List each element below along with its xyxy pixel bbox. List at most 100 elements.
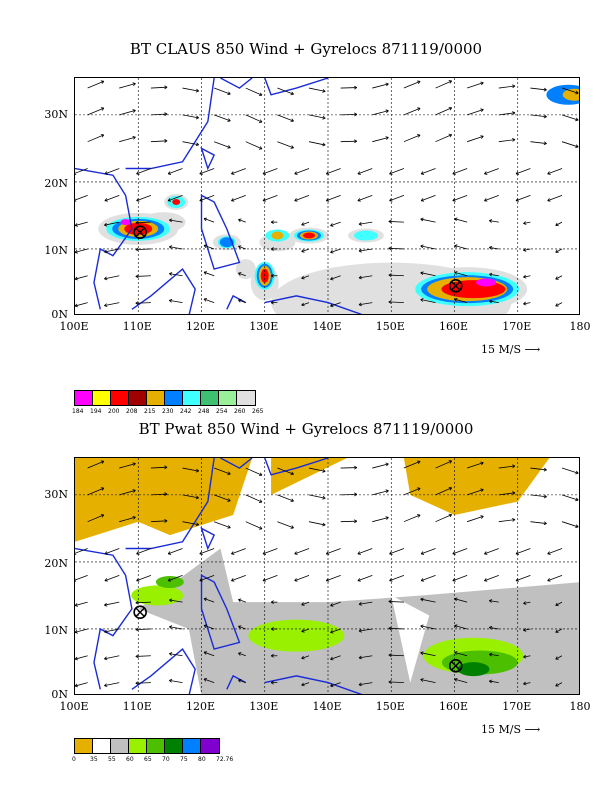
x-axis-label: 100E [59,320,89,333]
wind-vector [245,141,263,150]
wind-vector [489,679,499,684]
wind-vector [484,548,499,555]
wind-vector [523,301,531,306]
wind-vector [75,168,88,175]
wind-vector [262,574,278,582]
wind-vector [452,168,468,175]
coastline [125,458,215,550]
wind-vector [87,107,105,116]
colorbar-tick-label: 0 [72,756,76,763]
wind-vector [214,521,231,529]
wind-vector [489,625,499,630]
wind-vector [555,601,563,607]
colorbar-swatch [75,391,93,405]
wind-vector [199,194,215,202]
wind-vector [403,134,421,143]
wind-vector [547,574,563,582]
wind-vector [87,487,105,496]
colorbar-tick-label: 200 [108,408,120,415]
wind-vector [530,114,547,119]
wind-vector [547,168,563,175]
wind-vector [358,682,373,687]
wind-vector [104,221,120,227]
colorbar-swatch [165,391,183,405]
wind-vector [489,652,499,657]
wind-vector [555,302,563,307]
wind-vector [435,513,453,523]
x-axis-label: 180 [569,700,591,713]
wind-vector [150,85,168,90]
wind-vector [555,248,563,253]
map1-ylabel-30n: 30N [44,108,68,121]
wind-vector [515,168,531,175]
wind-vector [301,275,310,280]
coastline [131,648,196,694]
wind-vector [372,136,389,143]
wind-vector [389,194,405,202]
wind-vector [515,548,531,555]
wind-vector [308,141,326,147]
coastline [125,78,215,170]
wind-vector [435,80,453,89]
wind-vector [388,626,404,631]
wind-vector [203,651,215,657]
wind-vector [245,494,263,503]
wind-vector [372,82,389,89]
wind-vector [530,141,547,146]
wind-vector [294,574,310,582]
wind-vector [484,574,499,582]
wind-vector [136,548,152,555]
wind-vector [238,598,246,603]
wind-vector [340,139,358,144]
x-axis-label: 130E [249,320,279,333]
wind-vector [523,628,531,632]
wind-vector [75,682,88,688]
colorbar-tick-label: 248 [198,408,210,415]
x-axis-label: 120E [185,700,216,713]
wind-vector [467,108,484,116]
wind-vector [515,194,531,202]
wind-vector [452,574,468,582]
wind-vector [301,682,310,687]
precipitable-water-map [74,457,580,695]
wind-vector [330,601,341,607]
wind-vector [238,625,246,630]
wind-vector [277,87,294,96]
wind-vector [119,462,136,469]
x-axis-label: 150E [375,320,405,333]
coastline [264,295,363,314]
wind-vector [340,492,358,497]
panel1-title: BT CLAUS 850 Wind + Gyrelocs 871119/0000 [129,40,483,58]
wind-vector [547,194,563,202]
wind-vector [214,87,231,96]
map2-ylabel-20n: 20N [44,557,68,570]
scale-text: 15 M/S [481,723,521,736]
map1-ylabel-10n: 10N [44,244,68,257]
wind-vector [330,275,341,281]
map1-ylabel-20n: 20N [44,177,68,190]
wind-vector [262,194,278,202]
coastline [200,574,241,650]
wind-vector [104,601,120,607]
wind-vector [169,598,183,603]
wind-vector [119,135,136,143]
wind-vector [169,272,183,277]
wind-vector [301,221,310,226]
wind-vector [435,106,453,116]
coastline [264,458,329,476]
wind-vector [454,271,468,277]
wind-vector [308,521,326,527]
wind-vector [104,168,120,175]
colorbar-swatch [165,739,183,753]
wind-vector [547,548,563,555]
wind-vector [561,494,579,502]
wind-vector [561,87,579,95]
colorbar-swatch [237,391,255,405]
coastline [200,526,216,551]
wind-vector [277,467,294,476]
wind-vector [167,574,183,582]
wind-vector [467,81,484,89]
wind-vector [238,652,246,657]
wind-vector [270,247,278,251]
wind-vector [169,218,183,223]
